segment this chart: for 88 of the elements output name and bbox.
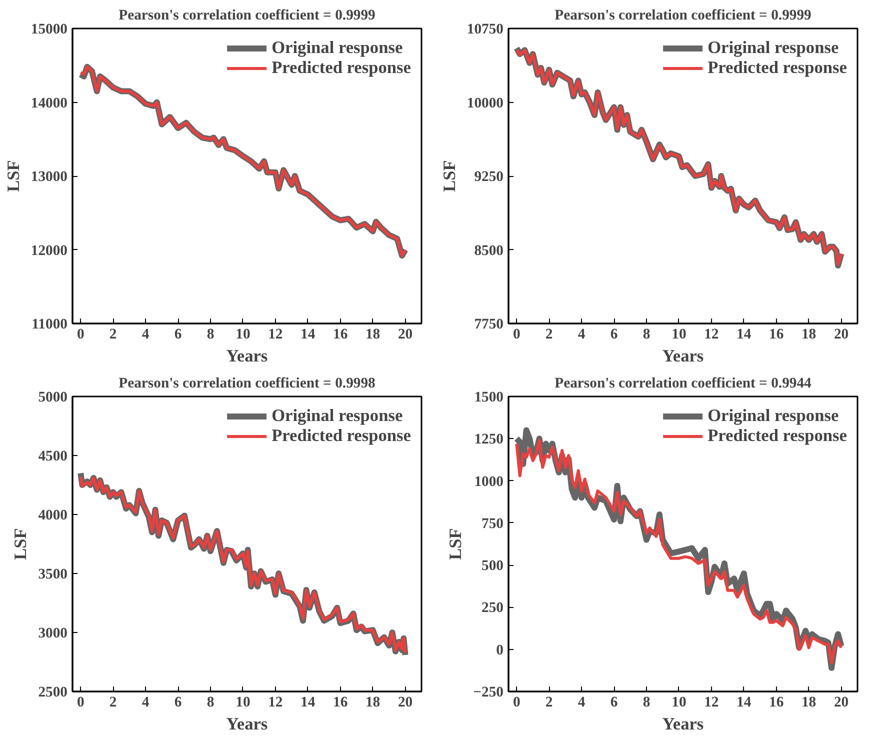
chart-title: Pearson's correlation coefficient = 0.9999 [554,8,812,24]
x-tick-label: 16 [769,694,784,710]
x-tick-label: 8 [642,326,650,342]
x-tick-label: 6 [610,694,618,710]
y-tick-label: 750 [482,516,504,532]
y-tick-label: 15000 [30,22,68,38]
x-tick-label: 2 [545,326,553,342]
y-tick-label: 9250 [474,169,504,185]
x-tick-label: 20 [398,326,413,342]
x-tick-label: 14 [736,326,752,342]
y-tick-label: 0 [496,642,504,658]
x-tick-label: 4 [142,326,150,342]
y-tick-label: 7750 [474,316,504,332]
x-tick-label: 20 [834,326,849,342]
x-tick-label: 10 [672,326,686,342]
y-tick-label: −250 [473,684,504,700]
x-tick-label: 8 [642,694,650,710]
x-tick-label: 12 [704,326,719,342]
x-axis-title: Years [226,714,268,734]
x-tick-label: 20 [834,694,849,710]
x-tick-label: 6 [174,694,182,710]
x-tick-label: 20 [398,694,413,710]
y-tick-label: 1500 [474,390,504,406]
x-tick-label: 16 [333,694,348,710]
y-axis-title: LSF [11,528,30,560]
y-tick-label: 4000 [38,508,68,524]
y-tick-label: 12000 [30,242,68,259]
legend-label: Original response [272,406,403,426]
chart-title: Pearson's correlation coefficient = 0.9999 [118,8,376,24]
x-axis-title: Years [226,346,268,366]
legend-label: Predicted response [708,58,847,78]
y-tick-label: 2500 [38,684,68,700]
y-tick-label: 10000 [466,95,504,112]
x-tick-label: 2 [109,326,117,342]
y-axis-title: LSF [446,528,466,560]
legend-label: Predicted response [708,426,847,446]
x-tick-label: 0 [76,326,84,342]
x-tick-label: 8 [206,694,214,710]
legend-label: Original response [272,38,403,58]
y-tick-label: 3000 [38,626,68,642]
legend-label: Original response [708,406,839,426]
x-tick-label: 12 [704,694,719,710]
x-tick-label: 6 [610,326,618,342]
x-tick-label: 0 [512,326,520,342]
x-tick-label: 16 [769,326,784,342]
y-tick-label: 500 [482,558,504,574]
y-tick-label: 250 [482,600,504,616]
y-tick-label: 14000 [30,95,68,112]
y-axis-title: LSF [4,160,23,192]
x-tick-label: 14 [736,694,752,710]
x-axis-title: Years [662,346,704,366]
x-tick-label: 4 [142,694,150,710]
x-tick-label: 16 [333,326,348,342]
x-tick-label: 2 [109,694,117,710]
y-tick-label: 3500 [38,566,68,582]
y-tick-label: 13000 [30,169,68,185]
x-tick-label: 18 [801,326,816,342]
x-tick-label: 0 [76,694,84,710]
chart-title: Pearson's correlation coefficient = 0.9944 [554,376,812,392]
x-tick-label: 2 [545,694,553,710]
x-tick-label: 10 [236,326,250,342]
x-tick-label: 6 [174,326,182,342]
legend-label: Original response [708,38,839,58]
x-axis-title: Years [662,714,704,734]
y-tick-label: 10750 [466,22,504,38]
legend-label: Predicted response [272,426,411,446]
x-tick-label: 8 [206,326,214,342]
x-tick-label: 10 [672,694,686,710]
x-tick-label: 0 [512,694,520,710]
y-tick-label: 4500 [38,448,68,464]
x-tick-label: 4 [578,694,586,710]
y-tick-label: 1000 [474,474,504,490]
y-tick-label: 1250 [474,432,504,448]
y-tick-label: 5000 [38,390,68,406]
y-tick-label: 8500 [474,242,504,259]
y-tick-label: 11000 [32,316,68,332]
x-tick-label: 12 [268,694,283,710]
x-tick-label: 14 [300,326,316,342]
x-tick-label: 10 [236,694,250,710]
y-axis-title: LSF [440,160,459,192]
x-tick-label: 14 [300,694,316,710]
x-tick-label: 18 [801,694,816,710]
legend-label: Predicted response [272,58,411,78]
x-tick-label: 12 [268,326,283,342]
x-tick-label: 4 [578,326,586,342]
x-tick-label: 18 [365,694,380,710]
x-tick-label: 18 [365,326,380,342]
chart-title: Pearson's correlation coefficient = 0.9998 [118,376,376,392]
